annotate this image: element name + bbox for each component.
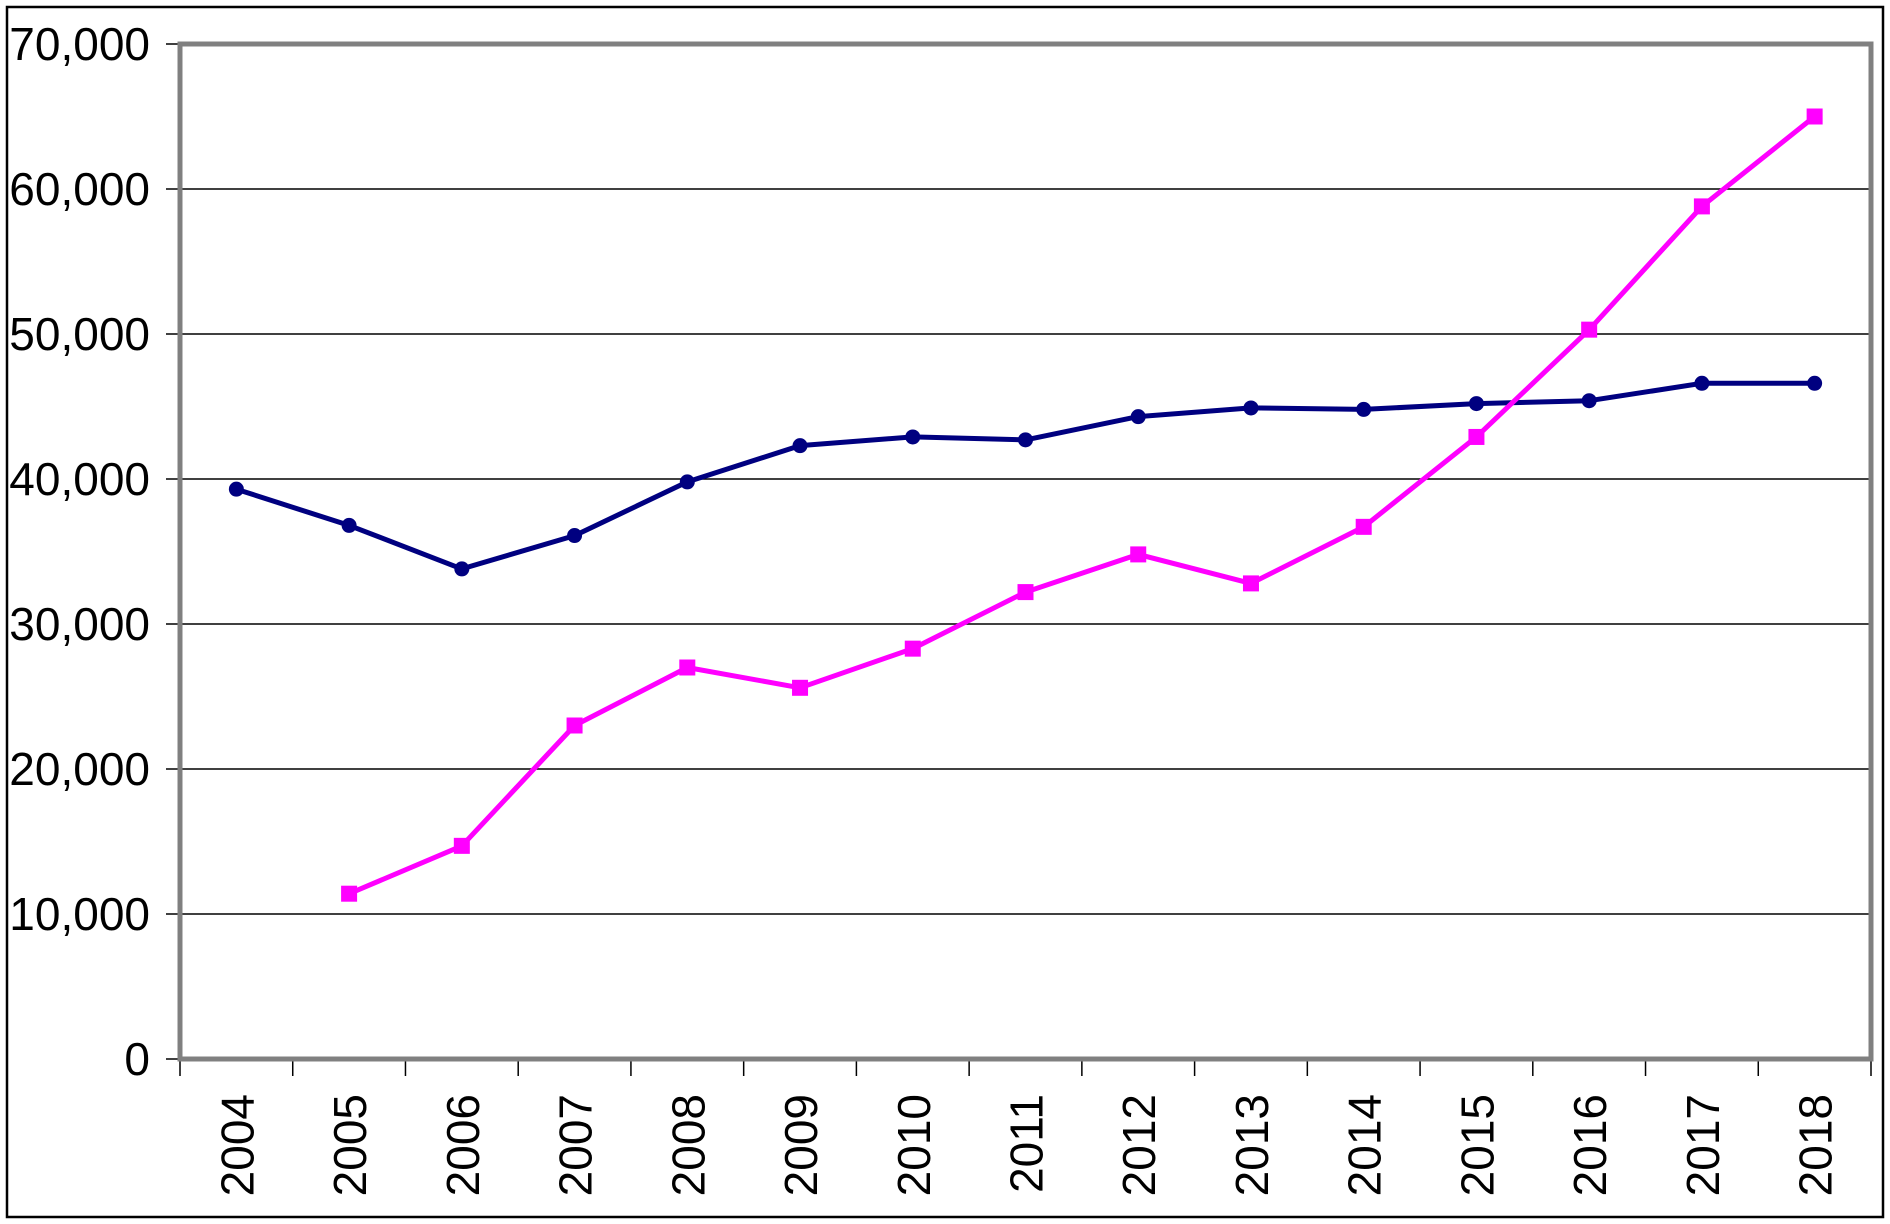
plot-area	[180, 44, 1871, 1059]
series2-magenta-point	[792, 679, 809, 696]
x-axis-tick-label: 2010	[888, 1094, 940, 1196]
series1-dark-blue-point	[567, 528, 583, 544]
series1-dark-blue-point	[1468, 396, 1484, 412]
x-axis-tick-label: 2018	[1790, 1094, 1842, 1196]
series2-magenta-point	[1693, 198, 1710, 215]
x-axis-tick-label: 2004	[211, 1094, 263, 1196]
y-axis-labels: 0 10,000 20,000 30,000 40,000 50,000 60,000 70,…	[9, 18, 150, 1085]
series1-dark-blue-point	[905, 429, 921, 445]
y-axis-tick-label: 10,000	[9, 888, 150, 940]
series2-magenta-point	[1130, 546, 1147, 563]
series2-magenta-point	[1581, 321, 1598, 338]
series2-magenta-point	[904, 640, 921, 657]
series1-dark-blue-point	[1694, 375, 1710, 391]
y-axis-tick-label: 50,000	[9, 308, 150, 360]
series2-magenta-point	[1017, 584, 1034, 601]
x-axis-tick-label: 2007	[550, 1094, 602, 1196]
x-axis-labels: 2004 2005 2006 2007 2008 2009 2010 2011 2012 2013…	[211, 1094, 1841, 1196]
x-axis-tick-label: 2014	[1339, 1094, 1391, 1196]
x-axis-tick-label: 2012	[1113, 1094, 1165, 1196]
series2-magenta-point	[341, 885, 358, 902]
x-axis-tick-label: 2017	[1677, 1094, 1729, 1196]
y-axis-tick-label: 40,000	[9, 453, 150, 505]
series1-dark-blue-point	[1018, 432, 1033, 448]
series1-dark-blue-point	[679, 474, 695, 490]
data-series-markers	[228, 108, 1823, 902]
series1-dark-blue-point	[792, 438, 808, 454]
series1-dark-blue-point	[1243, 400, 1259, 416]
series1-dark-blue-point	[1356, 401, 1372, 417]
y-axis-tick-label: 0	[124, 1033, 150, 1085]
series2-magenta-line	[346, 114, 1818, 897]
series2-magenta-point	[1355, 518, 1372, 535]
x-axis-tick-label: 2016	[1564, 1094, 1616, 1196]
series2-magenta-point	[453, 837, 470, 854]
x-axis-tick-label: 2008	[662, 1094, 714, 1196]
series2-magenta-point	[1468, 428, 1485, 445]
gridlines	[180, 188, 1871, 915]
x-axis-tick-label: 2006	[437, 1094, 489, 1196]
x-axis-tick-label: 2009	[775, 1094, 827, 1196]
series1-dark-blue-point	[1807, 375, 1823, 391]
y-axis-tick-label: 30,000	[9, 598, 150, 650]
series2-magenta-point	[566, 717, 583, 734]
series2-magenta-point	[1806, 108, 1823, 125]
series1-dark-blue-point	[1130, 409, 1146, 425]
y-axis-tick-label: 60,000	[9, 163, 150, 215]
plot-border	[177, 41, 1874, 1062]
series1-dark-blue-point	[454, 561, 470, 577]
y-axis-tick-label: 70,000	[9, 18, 150, 70]
series1-dark-blue-point	[1581, 393, 1597, 409]
x-axis-tick-label: 2005	[324, 1094, 376, 1196]
series2-magenta-point	[1242, 575, 1259, 592]
x-axis-tick-label: 2015	[1451, 1094, 1503, 1196]
y-axis-tick-label: 20,000	[9, 743, 150, 795]
x-axis-tick-label: 2011	[1001, 1094, 1053, 1193]
x-axis-ticks	[179, 1059, 1872, 1076]
series1-dark-blue-point	[341, 517, 357, 533]
series2-magenta-point	[679, 659, 696, 676]
series1-dark-blue-point	[228, 481, 244, 497]
x-axis-tick-label: 2013	[1226, 1094, 1278, 1196]
